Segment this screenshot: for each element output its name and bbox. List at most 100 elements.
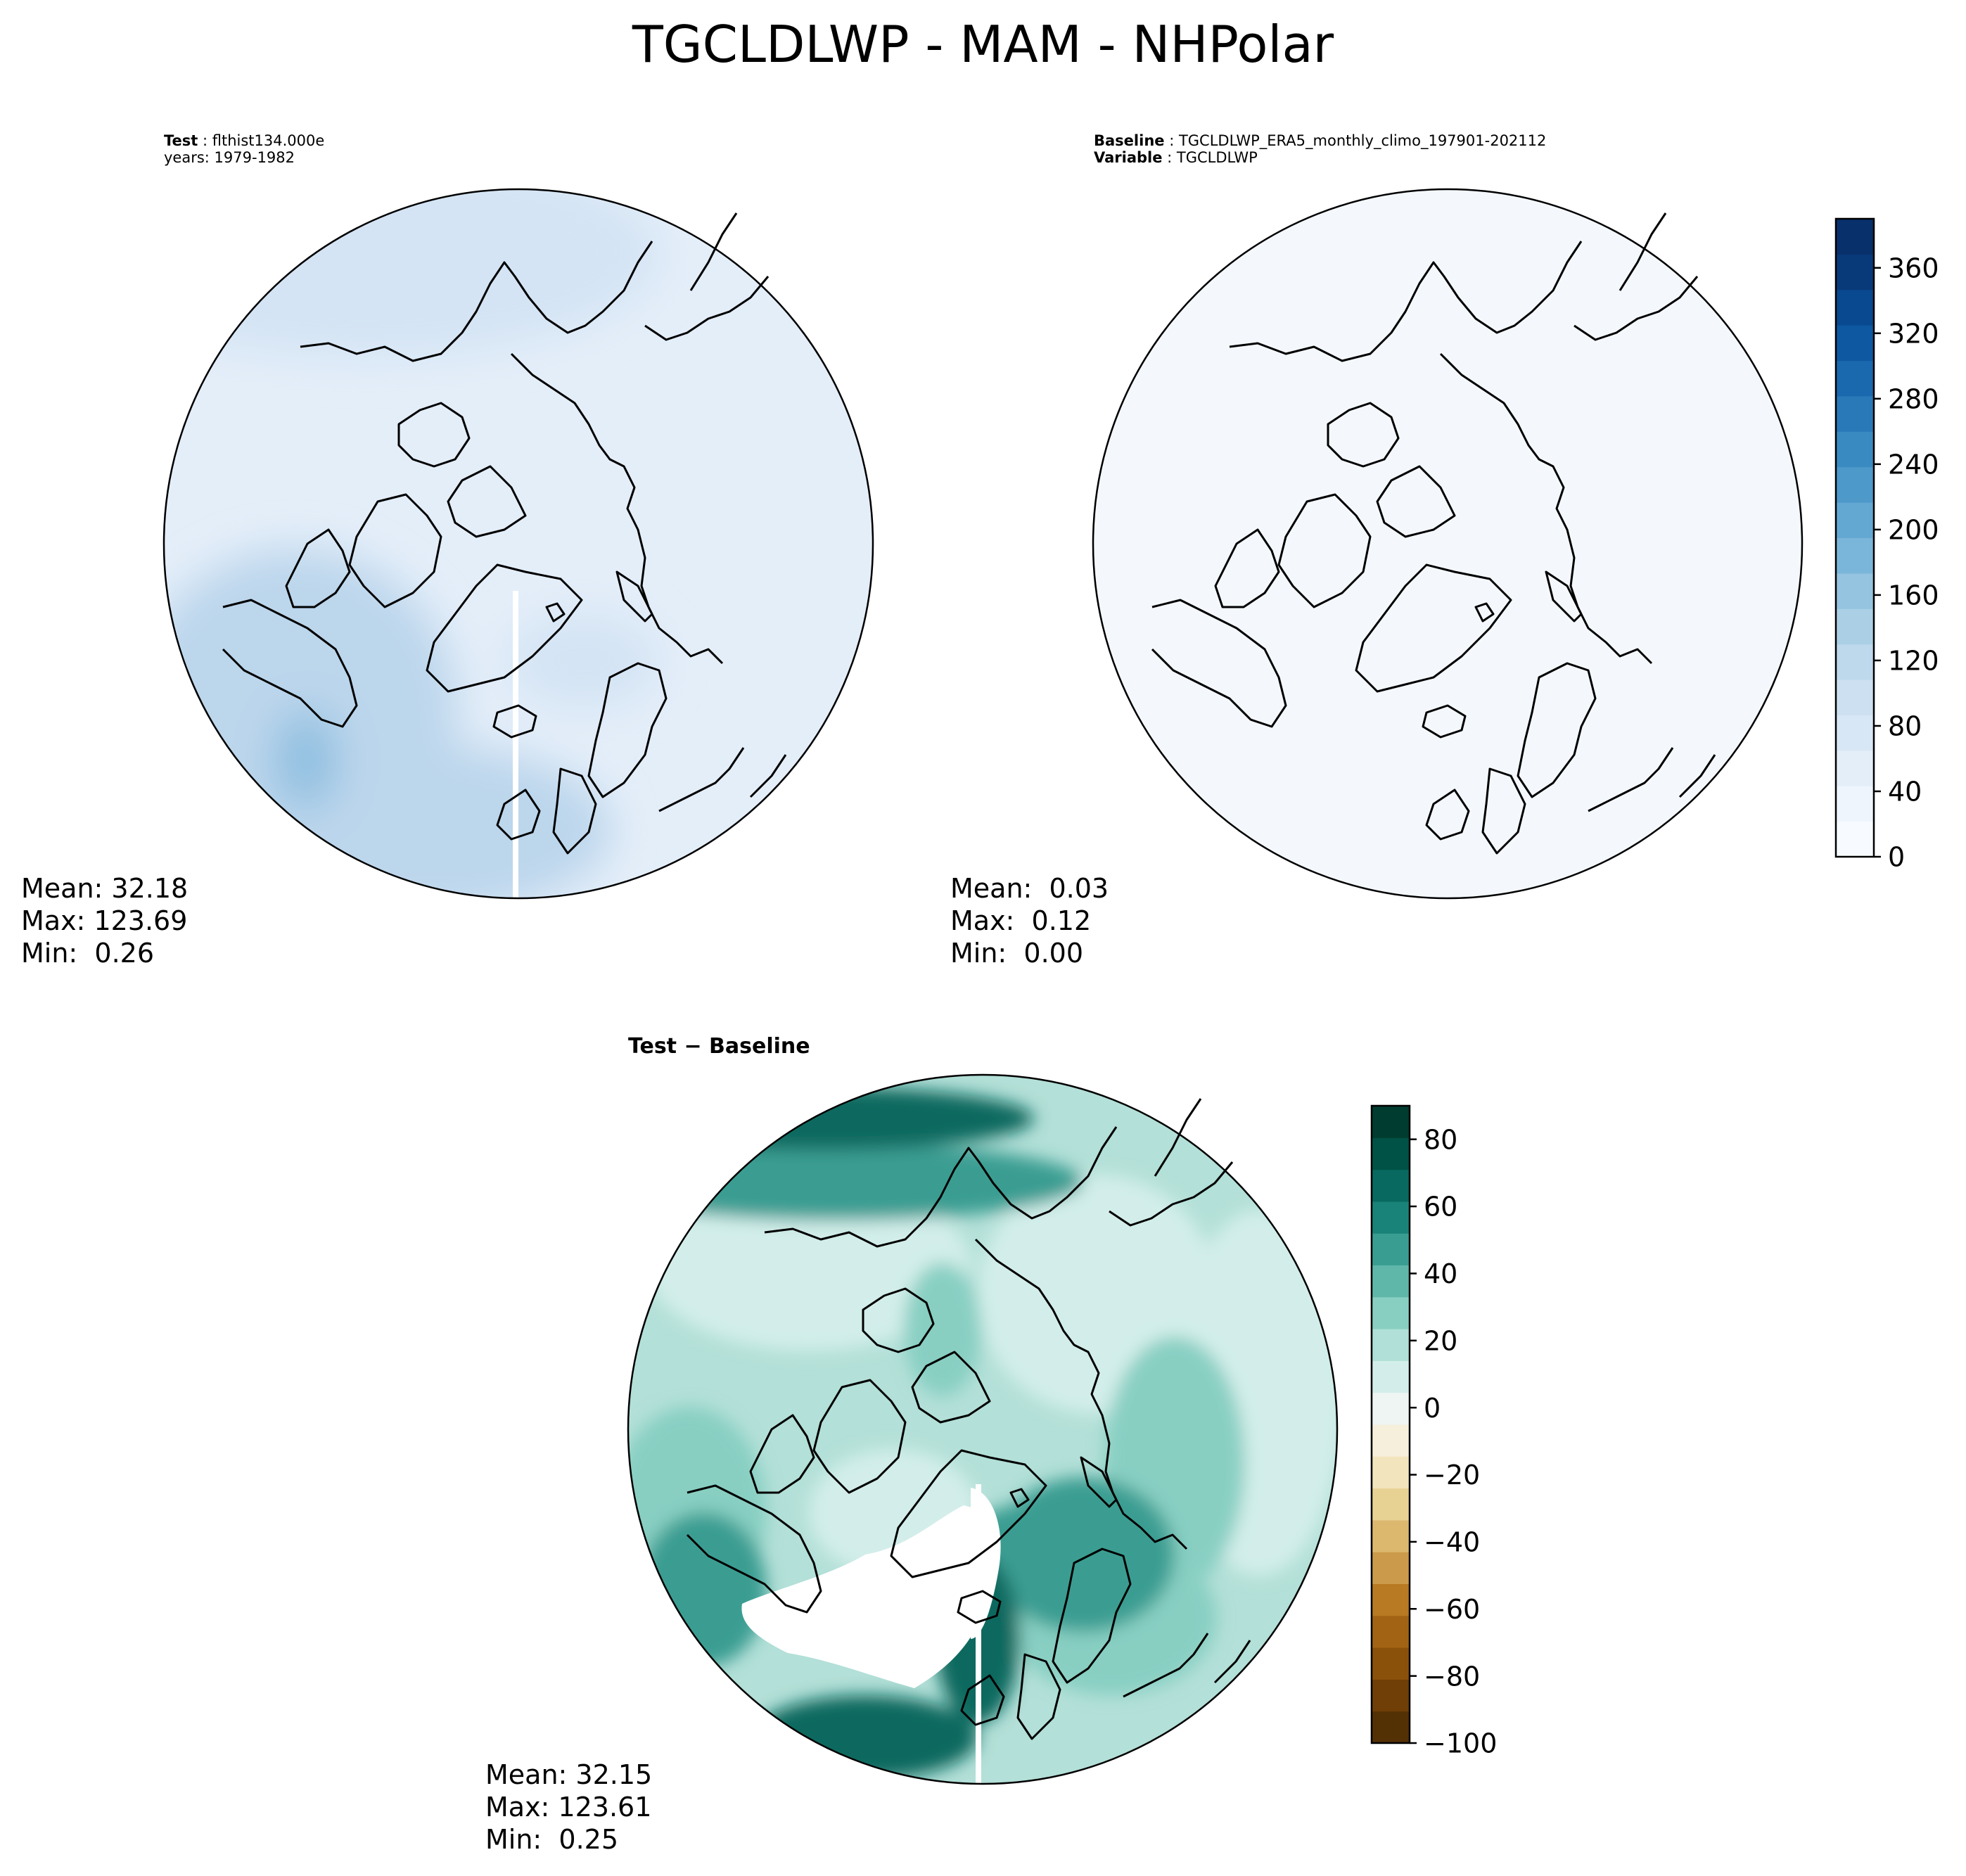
coastline-segment	[1277, 493, 1372, 608]
diff-map-boundary	[627, 1073, 1339, 1785]
coastline-segment	[1016, 1653, 1061, 1740]
baseline-map-boundary	[1092, 188, 1804, 900]
coastline-segment	[492, 704, 537, 739]
coastline-segment	[764, 1126, 1118, 1248]
colorbar-segment	[1372, 1329, 1410, 1361]
colorbar-segment	[1372, 1552, 1410, 1584]
colorbar-segment	[1372, 1392, 1410, 1425]
blues-colorbar: 0 40 80 120 160 200 240 280 320 360	[1834, 217, 1939, 873]
colorbar-tick-label: 40	[1424, 1258, 1457, 1289]
diff-dark-labrador	[640, 1512, 767, 1667]
colorbar-segment	[1836, 431, 1874, 468]
diff-panel-title: Test − Baseline	[628, 1034, 810, 1059]
baseline-variable-sep: :	[1162, 149, 1177, 166]
baseline-stats-max: Max: 0.12	[950, 905, 1092, 936]
baseline-ocean-fill	[1093, 189, 1802, 898]
diff-stats: Mean: 32.15 Max: 123.61 Min: 0.25	[485, 1759, 652, 1856]
coastline-segment	[1052, 1548, 1132, 1684]
test-map-boundary	[162, 188, 874, 900]
coastline-segment	[658, 747, 787, 812]
colorbar-tick-label: 60	[1424, 1192, 1457, 1223]
diff-stats-max: Max: 123.61	[485, 1792, 652, 1823]
coastline-segment	[1151, 599, 1287, 728]
coastline-segment	[348, 493, 442, 608]
diff-dark-pacific	[628, 1143, 1083, 1220]
colorbar-tick-label: 200	[1888, 515, 1939, 546]
coastline-segment	[1588, 747, 1716, 812]
baseline-stats-min: Min: 0.00	[950, 938, 1083, 969]
coastline-segment	[686, 1484, 822, 1614]
coastline-segment	[1517, 662, 1597, 798]
colorbar-segment	[1836, 537, 1874, 574]
test-stats-min: Min: 0.26	[21, 938, 154, 969]
figure-title: TGCLDLWP - MAM - NHPolar	[632, 15, 1334, 74]
colorbar-segment	[1836, 786, 1874, 822]
colorbar-tick-label: −100	[1424, 1728, 1497, 1759]
diff-light-arctic	[647, 1182, 971, 1351]
test-coastlines	[222, 212, 787, 855]
coastline-segment	[1355, 563, 1512, 693]
colorbar-tick-label: −20	[1424, 1460, 1480, 1491]
colorbar-tick-label: 0	[1888, 842, 1905, 873]
coastline-segment	[957, 1590, 1002, 1624]
colorbar-segment	[1836, 360, 1874, 397]
test-label-value: flthist134.000e	[212, 132, 325, 149]
colorbar-segment	[1372, 1169, 1410, 1202]
coastline-segment	[1439, 352, 1653, 665]
test-atlantic-max	[274, 710, 338, 809]
coastline-segment	[974, 1238, 1188, 1550]
coastline-segment	[1327, 402, 1400, 468]
coastline-segment	[300, 241, 653, 362]
coastline-segment	[812, 1379, 907, 1494]
colorbar-segment	[1836, 750, 1874, 786]
colorbar-tick-label: 360	[1888, 253, 1939, 283]
coastline-segment	[960, 1674, 1005, 1726]
colorbar-tick-label: 160	[1888, 580, 1939, 611]
colorbar-segment	[1836, 219, 1874, 255]
coastline-segment	[496, 789, 541, 841]
coastline-segment	[1214, 528, 1280, 608]
colorbar-segment	[1372, 1424, 1410, 1457]
coastline-segment	[749, 1414, 815, 1494]
test-stats: Mean: 32.18 Max: 123.69 Min: 0.26	[21, 872, 188, 969]
colorbar-segment	[1372, 1647, 1410, 1680]
diff-seam	[976, 1484, 981, 1784]
colorbar-segment	[1836, 254, 1874, 291]
colorbar-segment	[1836, 395, 1874, 432]
coastline-segment	[890, 1449, 1047, 1578]
coastline-segment	[1545, 570, 1583, 623]
colorbar-segment	[1372, 1137, 1410, 1170]
diff-map-fill	[628, 1075, 1337, 1784]
colorbar-segment	[1372, 1201, 1410, 1234]
coastline-segment	[1474, 602, 1495, 623]
diff-stats-min: Min: 0.25	[485, 1824, 618, 1855]
coastline-segment	[552, 767, 597, 855]
baseline-label-value: TGCLDLWP_ERA5_monthly_climo_197901-20211…	[1178, 132, 1547, 149]
colorbar-tick-label: 320	[1888, 318, 1939, 349]
baseline-map	[1092, 188, 1804, 900]
colorbar-segment	[1372, 1456, 1410, 1489]
colorbar-frame	[1370, 1104, 1411, 1744]
coastline-segment	[1425, 789, 1470, 841]
baseline-stats: Mean: 0.03 Max: 0.12 Min: 0.00	[950, 872, 1109, 969]
colorbar-tick-label: 80	[1888, 711, 1922, 742]
coastline-segment	[510, 352, 724, 665]
colorbar-tick-label: 0	[1424, 1393, 1441, 1424]
colorbar-tick-label: 20	[1424, 1325, 1457, 1356]
test-stats-mean: Mean: 32.18	[21, 873, 189, 904]
colorbar-segment	[1836, 289, 1874, 326]
coastline-segment	[285, 528, 351, 608]
colorbar-segment	[1836, 573, 1874, 609]
coastline-segment	[426, 563, 583, 693]
test-stats-max: Max: 123.69	[21, 905, 188, 936]
coastline-segment	[222, 599, 358, 728]
baseline-variable-value: TGCLDLWP	[1176, 149, 1258, 166]
colorbar-segment	[1836, 466, 1874, 503]
test-barents-band	[506, 612, 661, 710]
coastline-segment	[911, 1351, 991, 1424]
coastline-segment	[587, 662, 668, 798]
test-panel-label: Test : flthist134.000e years: 1979-1982	[164, 132, 324, 166]
colorbar-tick-label: 240	[1888, 449, 1939, 480]
coastline-segment	[1229, 241, 1583, 362]
